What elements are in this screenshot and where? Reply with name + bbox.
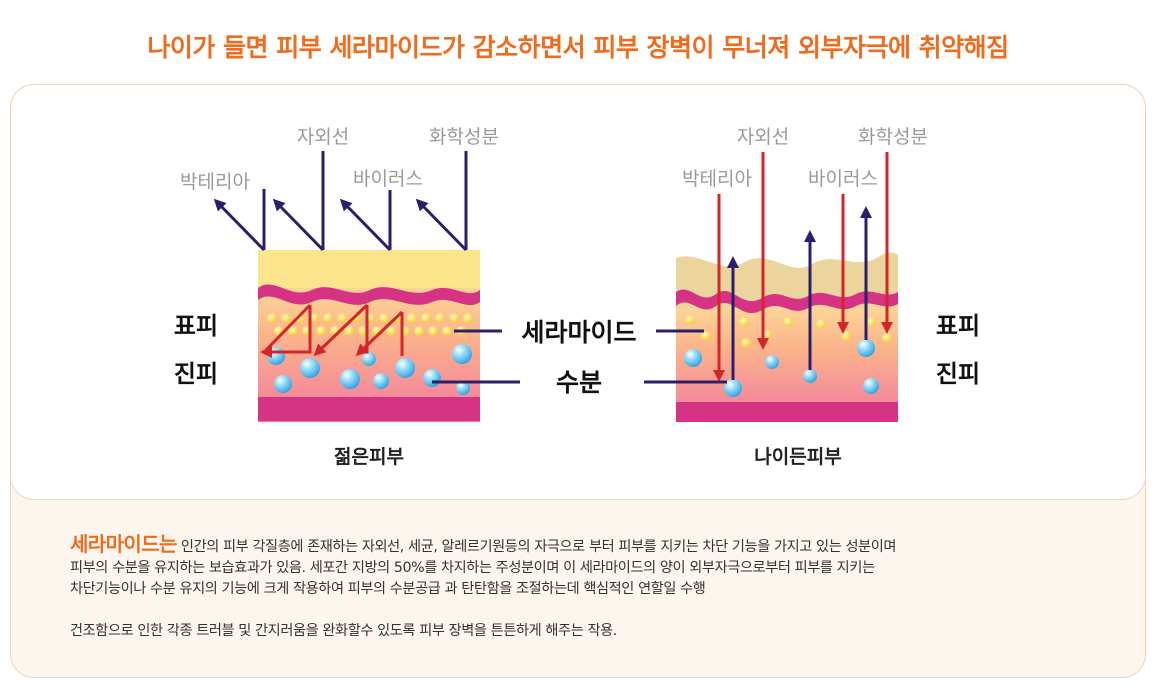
ceramide-dot xyxy=(841,331,851,341)
young-skin-block: 자외선 화학성분 박테리아 바이러스 젊은피부 xyxy=(180,126,499,468)
moisture-loss-arrow xyxy=(264,303,312,352)
young-uv-label: 자외선 xyxy=(297,126,349,148)
moisture-bubble xyxy=(456,381,470,395)
ceramide-dot xyxy=(351,313,361,323)
skin-comparison-diagram: 자외선 화학성분 박테리아 바이러스 젊은피부 xyxy=(174,126,980,468)
moisture-loss-arrow xyxy=(313,303,369,357)
virus-deflect-arrow xyxy=(339,198,392,252)
young-base-layer xyxy=(258,397,480,421)
moisture-bubble xyxy=(300,358,320,378)
ceramide-dot xyxy=(386,326,396,336)
young-ceramide-dots xyxy=(267,313,473,336)
aged-bacteria-label: 박테리아 xyxy=(682,168,752,190)
young-dermis-label: 진피 xyxy=(174,361,218,388)
young-basement-wave xyxy=(258,284,480,306)
ceramide-dot xyxy=(882,333,892,343)
young-skin-caption: 젊은피부 xyxy=(334,446,404,468)
moisture-bubble xyxy=(863,378,879,394)
aged-epidermis-label: 표피 xyxy=(936,313,980,340)
ceramide-dot xyxy=(783,317,793,327)
ceramide-dot xyxy=(866,317,876,327)
ceramide-dot xyxy=(288,326,298,336)
aged-moisture-loss-arrows xyxy=(727,206,872,380)
aged-skin-block: 자외선 화학성분 박테리아 바이러스 나이든피부 xyxy=(676,126,928,468)
moisture-bubble xyxy=(765,355,779,369)
ceramide-dot xyxy=(323,313,333,323)
young-chemical-label: 화학성분 xyxy=(429,126,499,148)
ceramide-dot xyxy=(295,313,305,323)
aged-skin-caption: 나이든피부 xyxy=(754,446,841,468)
bacteria-deflect-arrow xyxy=(213,198,266,252)
ceramide-label: 세라마이드 xyxy=(521,319,636,347)
moisture-loss-arrow xyxy=(260,305,312,358)
description-line-2: 피부의 수분을 유지하는 보습효과가 있음. 세포간 지방의 50%를 차지하는… xyxy=(70,560,875,576)
moisture-bubble xyxy=(724,379,742,397)
ceramide-dot xyxy=(428,326,438,336)
moisture-bubble xyxy=(395,358,415,378)
aged-moisture-bubbles xyxy=(684,339,879,397)
ceramide-dot xyxy=(316,326,326,336)
chemical-deflect-arrow xyxy=(415,198,468,252)
moisture-bubble xyxy=(857,339,875,357)
description-line-3: 차단기능이나 수분 유지의 기능에 크게 작용하여 피부의 수분공급 과 탄탄함… xyxy=(70,581,706,597)
ceramide-dot xyxy=(816,319,826,329)
ceramide-dot xyxy=(701,331,711,341)
aged-penetrating-arrows xyxy=(713,152,893,382)
ceramide-dot xyxy=(267,313,277,323)
young-deflected-arrows xyxy=(213,151,468,252)
young-epidermis-layer xyxy=(258,250,480,288)
young-epidermis-label: 표피 xyxy=(174,313,218,340)
ceramide-dot xyxy=(739,317,749,327)
ceramide-dot xyxy=(407,313,417,323)
aged-dermis-label: 진피 xyxy=(936,361,980,388)
description-line-4: 건조함으로 인한 각종 트러블 및 간지러움을 완화할수 있도록 피부 장벽을 … xyxy=(70,623,617,639)
ceramide-dot xyxy=(463,313,473,323)
description-text-1: 인간의 피부 각질층에 존재하는 자외선, 세균, 알레르기원등의 자극으로 부… xyxy=(176,539,897,555)
page-title: 나이가 들면 피부 세라마이드가 감소하면서 피부 장벽이 무너져 외부자극에 … xyxy=(147,33,1009,62)
ceramide-dot xyxy=(741,338,751,348)
aged-virus-label: 바이러스 xyxy=(808,168,878,190)
description-line-1: 세라마이드는 인간의 피부 각질층에 존재하는 자외선, 세균, 알레르기원등의… xyxy=(70,534,1100,558)
ceramide-dot xyxy=(344,326,354,336)
ceramide-dot xyxy=(435,313,445,323)
moisture-bubble xyxy=(423,369,441,387)
moisture-bubble xyxy=(684,349,702,367)
diagram-panel xyxy=(10,84,1146,500)
young-virus-label: 바이러스 xyxy=(353,168,423,190)
moisture-bubble xyxy=(373,373,389,389)
ceramide-dot xyxy=(379,313,389,323)
description-block: 세라마이드는 인간의 피부 각질층에 존재하는 자외선, 세균, 알레르기원등의… xyxy=(70,534,1100,642)
moisture-bubble xyxy=(267,347,285,365)
ceramide-dot xyxy=(449,313,459,323)
ceramide-dot xyxy=(685,315,695,325)
moisture-label: 수분 xyxy=(556,369,602,397)
young-moisture-arrows xyxy=(260,303,404,358)
moisture-bubble xyxy=(274,375,292,393)
ceramide-dot xyxy=(421,313,431,323)
ceramide-dot xyxy=(414,326,424,336)
ceramide-dot xyxy=(337,313,347,323)
moisture-bubble xyxy=(803,369,817,383)
moisture-bubble xyxy=(362,352,376,366)
uv-deflect-arrow xyxy=(272,198,325,252)
aged-chemical-label: 화학성분 xyxy=(858,126,928,148)
ceramide-dot xyxy=(281,313,291,323)
aged-base-layer xyxy=(676,402,898,422)
moisture-bubble xyxy=(452,344,472,364)
ceramide-highlight: 세라마이드는 xyxy=(70,532,177,556)
moisture-loss-arrow xyxy=(355,310,404,357)
young-bacteria-label: 박테리아 xyxy=(180,171,250,193)
ceramide-dot xyxy=(442,326,452,336)
aged-uv-label: 자외선 xyxy=(737,126,789,148)
moisture-bubble xyxy=(340,369,360,389)
